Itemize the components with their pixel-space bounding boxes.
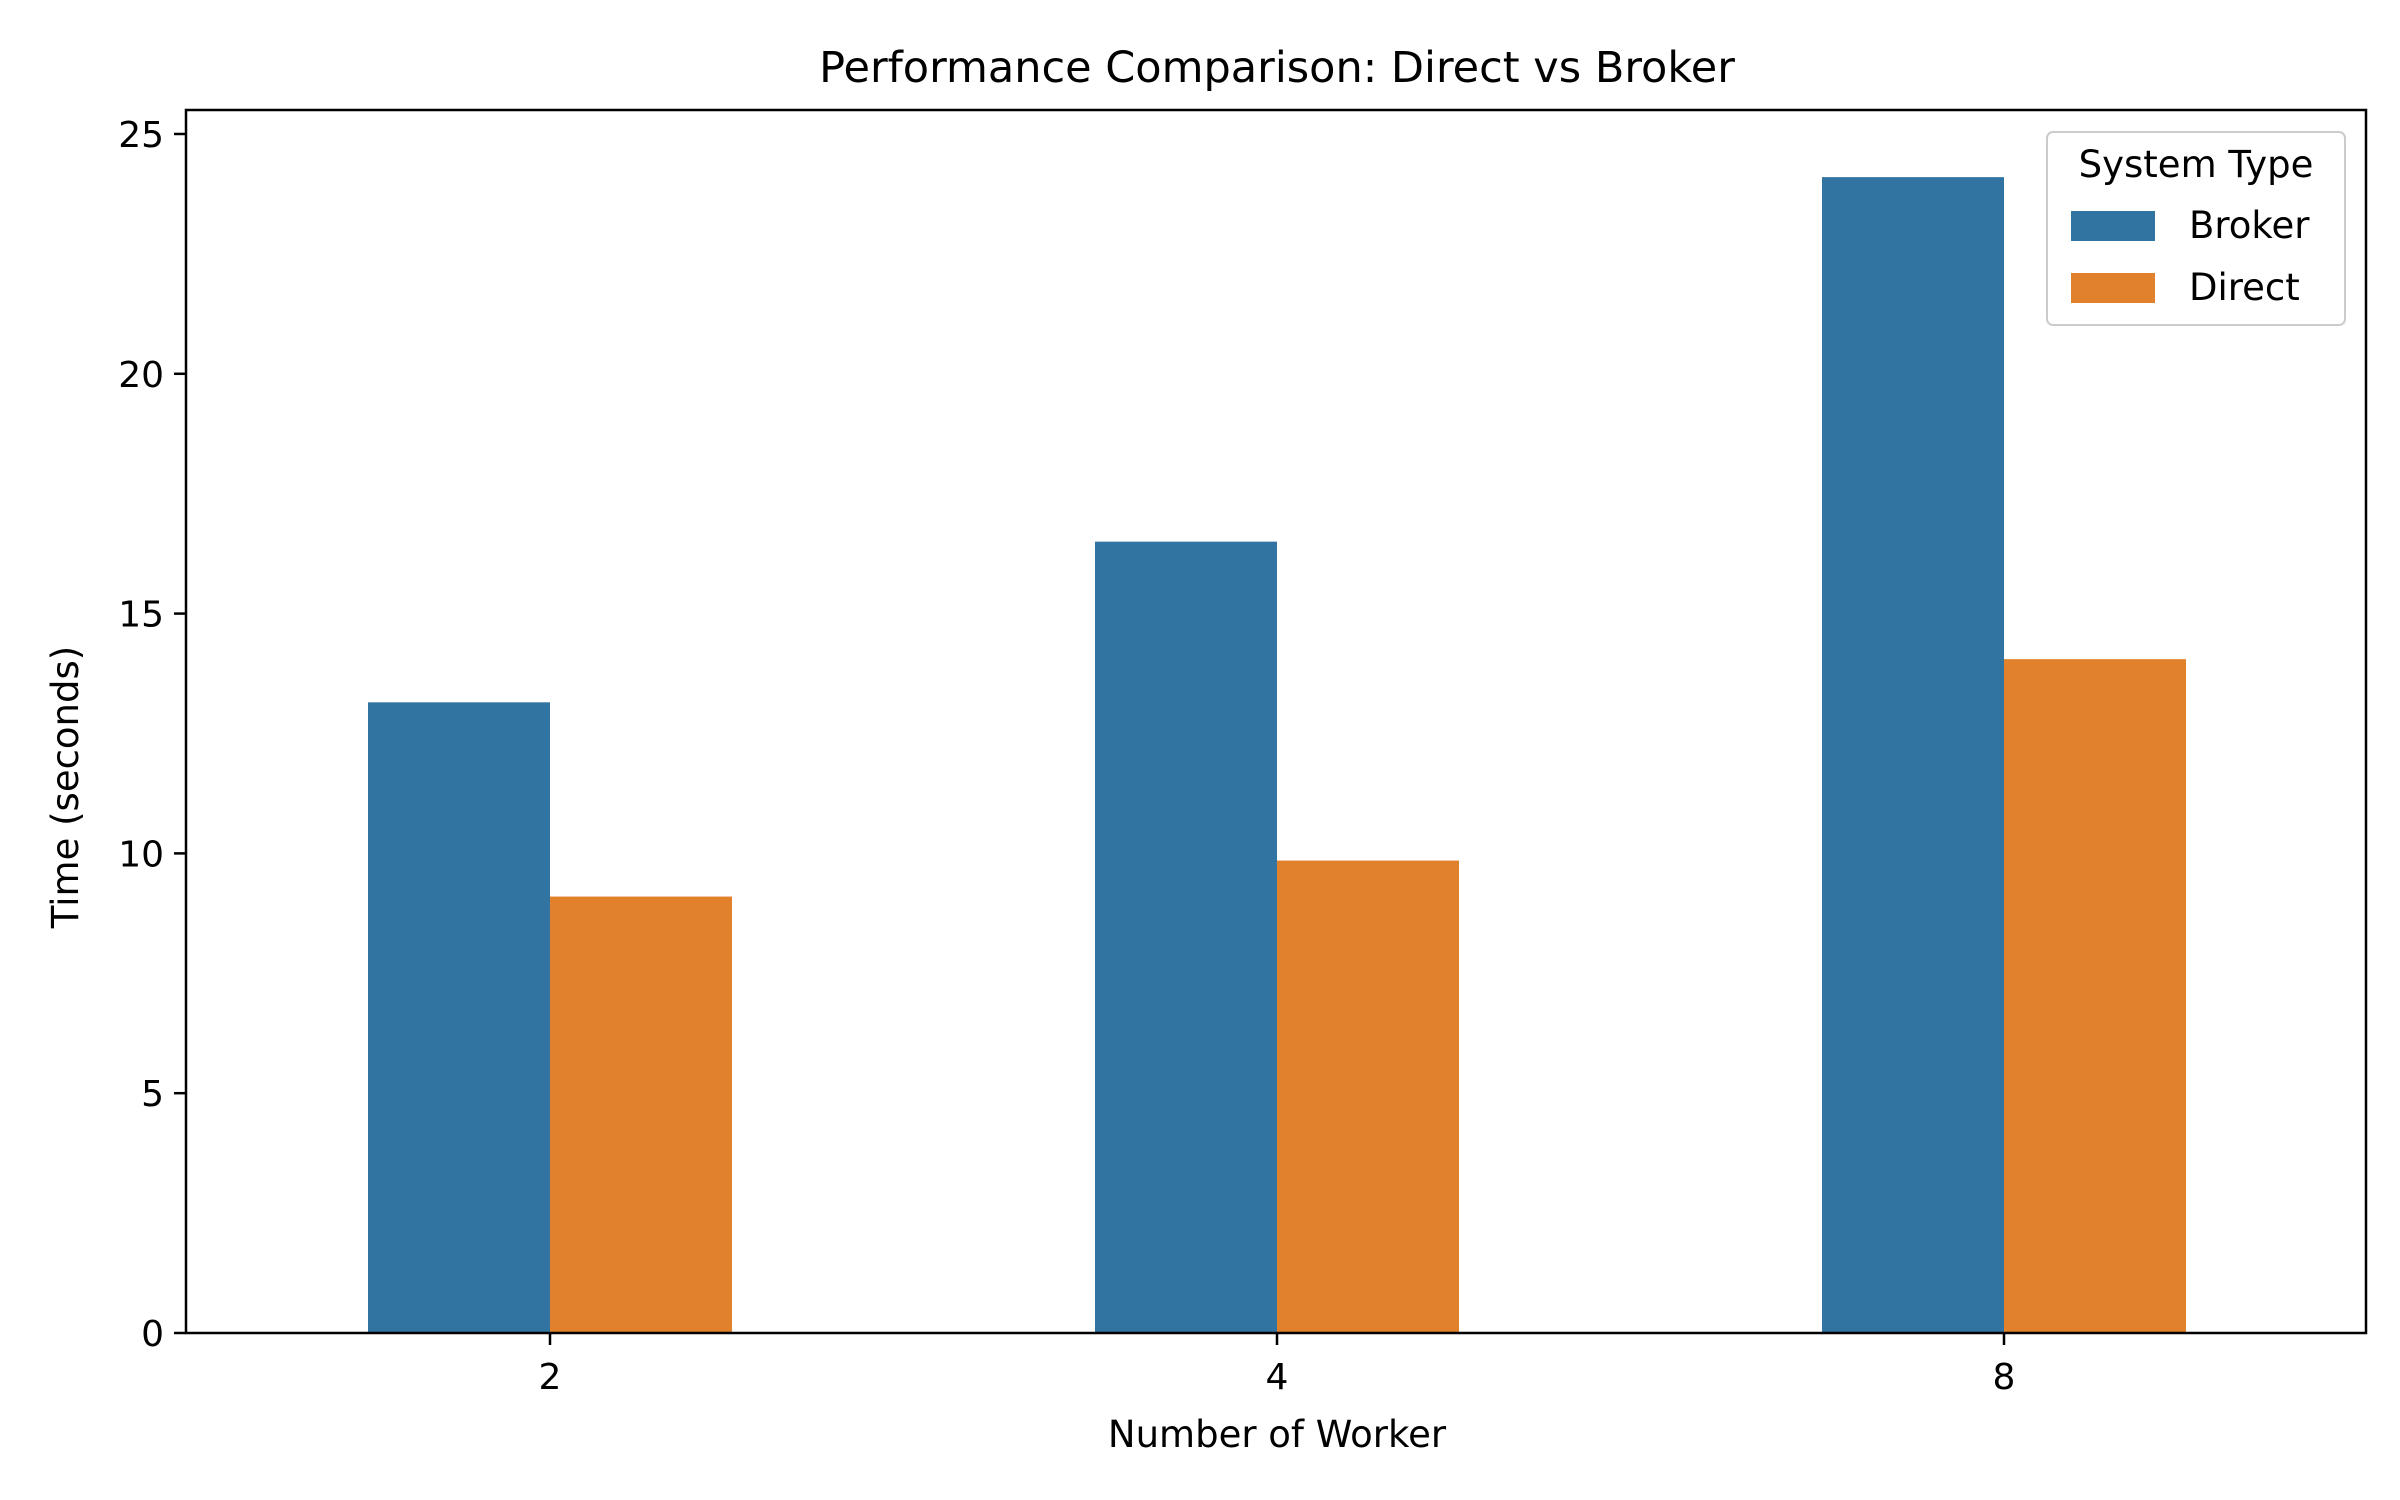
legend-title: System Type (2079, 143, 2314, 186)
legend-swatch-direct (2071, 273, 2155, 303)
x-tick-label: 4 (1266, 1357, 1289, 1398)
legend: System Type Broker Direct (2046, 131, 2346, 326)
y-tick-label: 25 (118, 115, 164, 156)
y-tick-label: 5 (141, 1074, 164, 1115)
bar-direct-2 (550, 896, 732, 1333)
y-tick-label: 15 (118, 595, 164, 636)
legend-swatch-broker (2071, 211, 2155, 241)
bar-broker-8 (1822, 177, 2004, 1333)
chart-title: Performance Comparison: Direct vs Broker (819, 43, 1735, 93)
y-tick-label: 10 (118, 834, 164, 875)
y-axis-label: Time (seconds) (44, 646, 87, 929)
bar-broker-4 (1095, 541, 1277, 1333)
legend-label-broker: Broker (2189, 204, 2310, 247)
bar-direct-4 (1277, 860, 1459, 1333)
x-tick-label: 2 (539, 1357, 562, 1398)
axes-layer: 0 5 10 15 20 25 2 4 8 (118, 108, 2368, 1398)
y-tick-label: 20 (118, 355, 164, 396)
legend-label-direct: Direct (2189, 266, 2300, 309)
bar-direct-8 (2004, 659, 2186, 1333)
y-tick-label: 0 (141, 1314, 164, 1355)
bar-broker-2 (368, 702, 550, 1333)
x-axis-label: Number of Worker (1108, 1413, 1447, 1456)
x-tick-label: 8 (1993, 1357, 2016, 1398)
bars-layer (368, 177, 2186, 1333)
